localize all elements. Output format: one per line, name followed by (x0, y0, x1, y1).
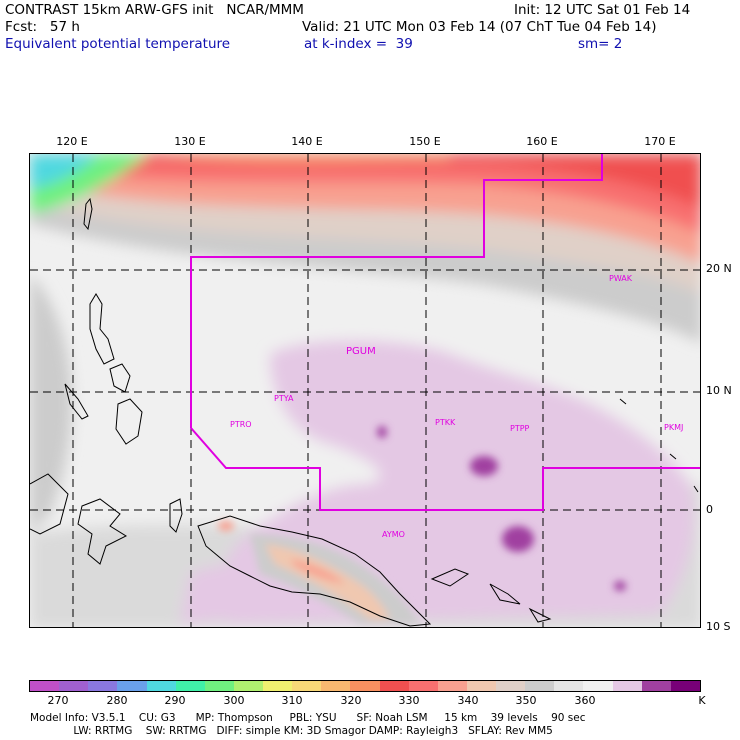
colorbar-label-290: 290 (164, 694, 186, 707)
coast-sulawesi (77, 498, 128, 565)
colorbar-swatch (88, 681, 118, 691)
colorbar-label-270: 270 (47, 694, 69, 707)
colorbar-label-280: 280 (106, 694, 128, 707)
station-ptro: PTRO (230, 420, 252, 429)
lon-label-120: 120 E (56, 135, 88, 148)
header-smoothing: sm= 2 (578, 36, 623, 52)
coast-palawan (64, 383, 89, 420)
colorbar-label-350: 350 (515, 694, 537, 707)
lon-label-160: 160 E (526, 135, 558, 148)
lon-label-130: 130 E (174, 135, 206, 148)
colorbar-swatch (204, 681, 234, 691)
colorbar-swatch (466, 681, 496, 691)
lat-label-10n: 10 N (706, 384, 732, 397)
colorbar-swatch (379, 681, 409, 691)
lat-label-20n: 20 N (706, 262, 732, 275)
station-pwak: PWAK (609, 274, 633, 283)
coast-halmahera (169, 498, 183, 533)
colorbar-unit: K (698, 694, 706, 707)
colorbar-swatch (117, 681, 147, 691)
coast-luzon (89, 293, 115, 365)
station-ptpp: PTPP (510, 424, 530, 433)
colorbar-swatch (612, 681, 642, 691)
lon-label-140: 140 E (291, 135, 323, 148)
colorbar-swatch (525, 681, 555, 691)
coast-taiwan (83, 197, 93, 231)
footer-physics-info: LW: RRTMG SW: RRTMG DIFF: simple KM: 3D … (30, 725, 553, 737)
station-pkmj: PKMJ (664, 423, 683, 432)
coast-solomons (489, 583, 552, 623)
colorbar-swatch (263, 681, 293, 691)
header-forecast-hour: Fcst: 57 h (5, 19, 80, 35)
lat-label-10s: 10 S (706, 620, 731, 633)
coast-new-guinea (197, 515, 432, 627)
lon-label-170: 170 E (644, 135, 676, 148)
station-pgum: PGUM (346, 346, 376, 357)
colorbar-label-310: 310 (281, 694, 303, 707)
colorbar-swatch (292, 681, 322, 691)
colorbar-swatch (321, 681, 351, 691)
boundary-line (190, 154, 700, 511)
colorbar-swatch (408, 681, 438, 691)
colorbar-swatch (496, 681, 526, 691)
field-purple-core-2 (502, 526, 534, 552)
field-ng-small (218, 521, 234, 531)
station-aymo: AYMO (382, 530, 405, 539)
station-ptya: PTYA (274, 394, 294, 403)
lat-label-0: 0 (706, 503, 713, 516)
header-field-name: Equivalent potential temperature (5, 36, 231, 52)
colorbar-swatch (146, 681, 176, 691)
field-grey-west (30, 274, 72, 534)
colorbar-swatch (30, 681, 60, 691)
colorbar-swatch (233, 681, 263, 691)
field-ng-salmon (290, 559, 345, 584)
colorbar-swatch (59, 681, 89, 691)
header-init-time: Init: 12 UTC Sat 01 Feb 14 (514, 2, 691, 18)
coast-new-britain (430, 568, 470, 587)
coastlines (30, 197, 699, 627)
colorbar-swatch (583, 681, 613, 691)
header-valid-time: Valid: 21 UTC Mon 03 Feb 14 (07 ChT Tue … (302, 19, 657, 35)
station-ptkk: PTKK (435, 418, 456, 427)
field-red (30, 154, 700, 209)
colorbar-swatch (437, 681, 467, 691)
header-model-title: CONTRAST 15km ARW-GFS init NCAR/MMM (5, 2, 304, 18)
map-panel: PWAK PGUM PTYA PTRO PTKK PTPP PKMJ AYMO (29, 153, 701, 628)
lon-label-150: 150 E (409, 135, 441, 148)
field-lilac-west (180, 566, 290, 624)
colorbar-swatch (641, 681, 671, 691)
colorbar-label-300: 300 (223, 694, 245, 707)
colorbar-label-330: 330 (398, 694, 420, 707)
field-purple-core-1 (470, 456, 498, 476)
colorbar-swatch (350, 681, 380, 691)
colorbar-swatch (554, 681, 584, 691)
graticule (30, 154, 700, 627)
field-purple-core-3 (377, 426, 387, 438)
colorbar-swatch (175, 681, 205, 691)
coast-small-islands (619, 398, 699, 493)
footer-model-info: Model Info: V3.5.1 CU: G3 MP: Thompson P… (30, 712, 586, 724)
coast-visayas (109, 363, 131, 393)
colorbar (29, 680, 701, 692)
colorbar-label-360: 360 (574, 694, 596, 707)
colorbar-swatch (670, 681, 700, 691)
field-orange-red (150, 154, 450, 163)
colorbar-label-340: 340 (457, 694, 479, 707)
field-cyan-corner (30, 154, 100, 189)
header-level: at k-index = 39 (304, 36, 413, 52)
colorbar-label-320: 320 (340, 694, 362, 707)
coast-borneo (30, 473, 69, 535)
field-purple-core-4 (614, 581, 626, 591)
theta-e-map: PWAK PGUM PTYA PTRO PTKK PTPP PKMJ AYMO (30, 154, 700, 627)
coast-mindanao (115, 398, 143, 445)
field-salmon (30, 154, 700, 234)
